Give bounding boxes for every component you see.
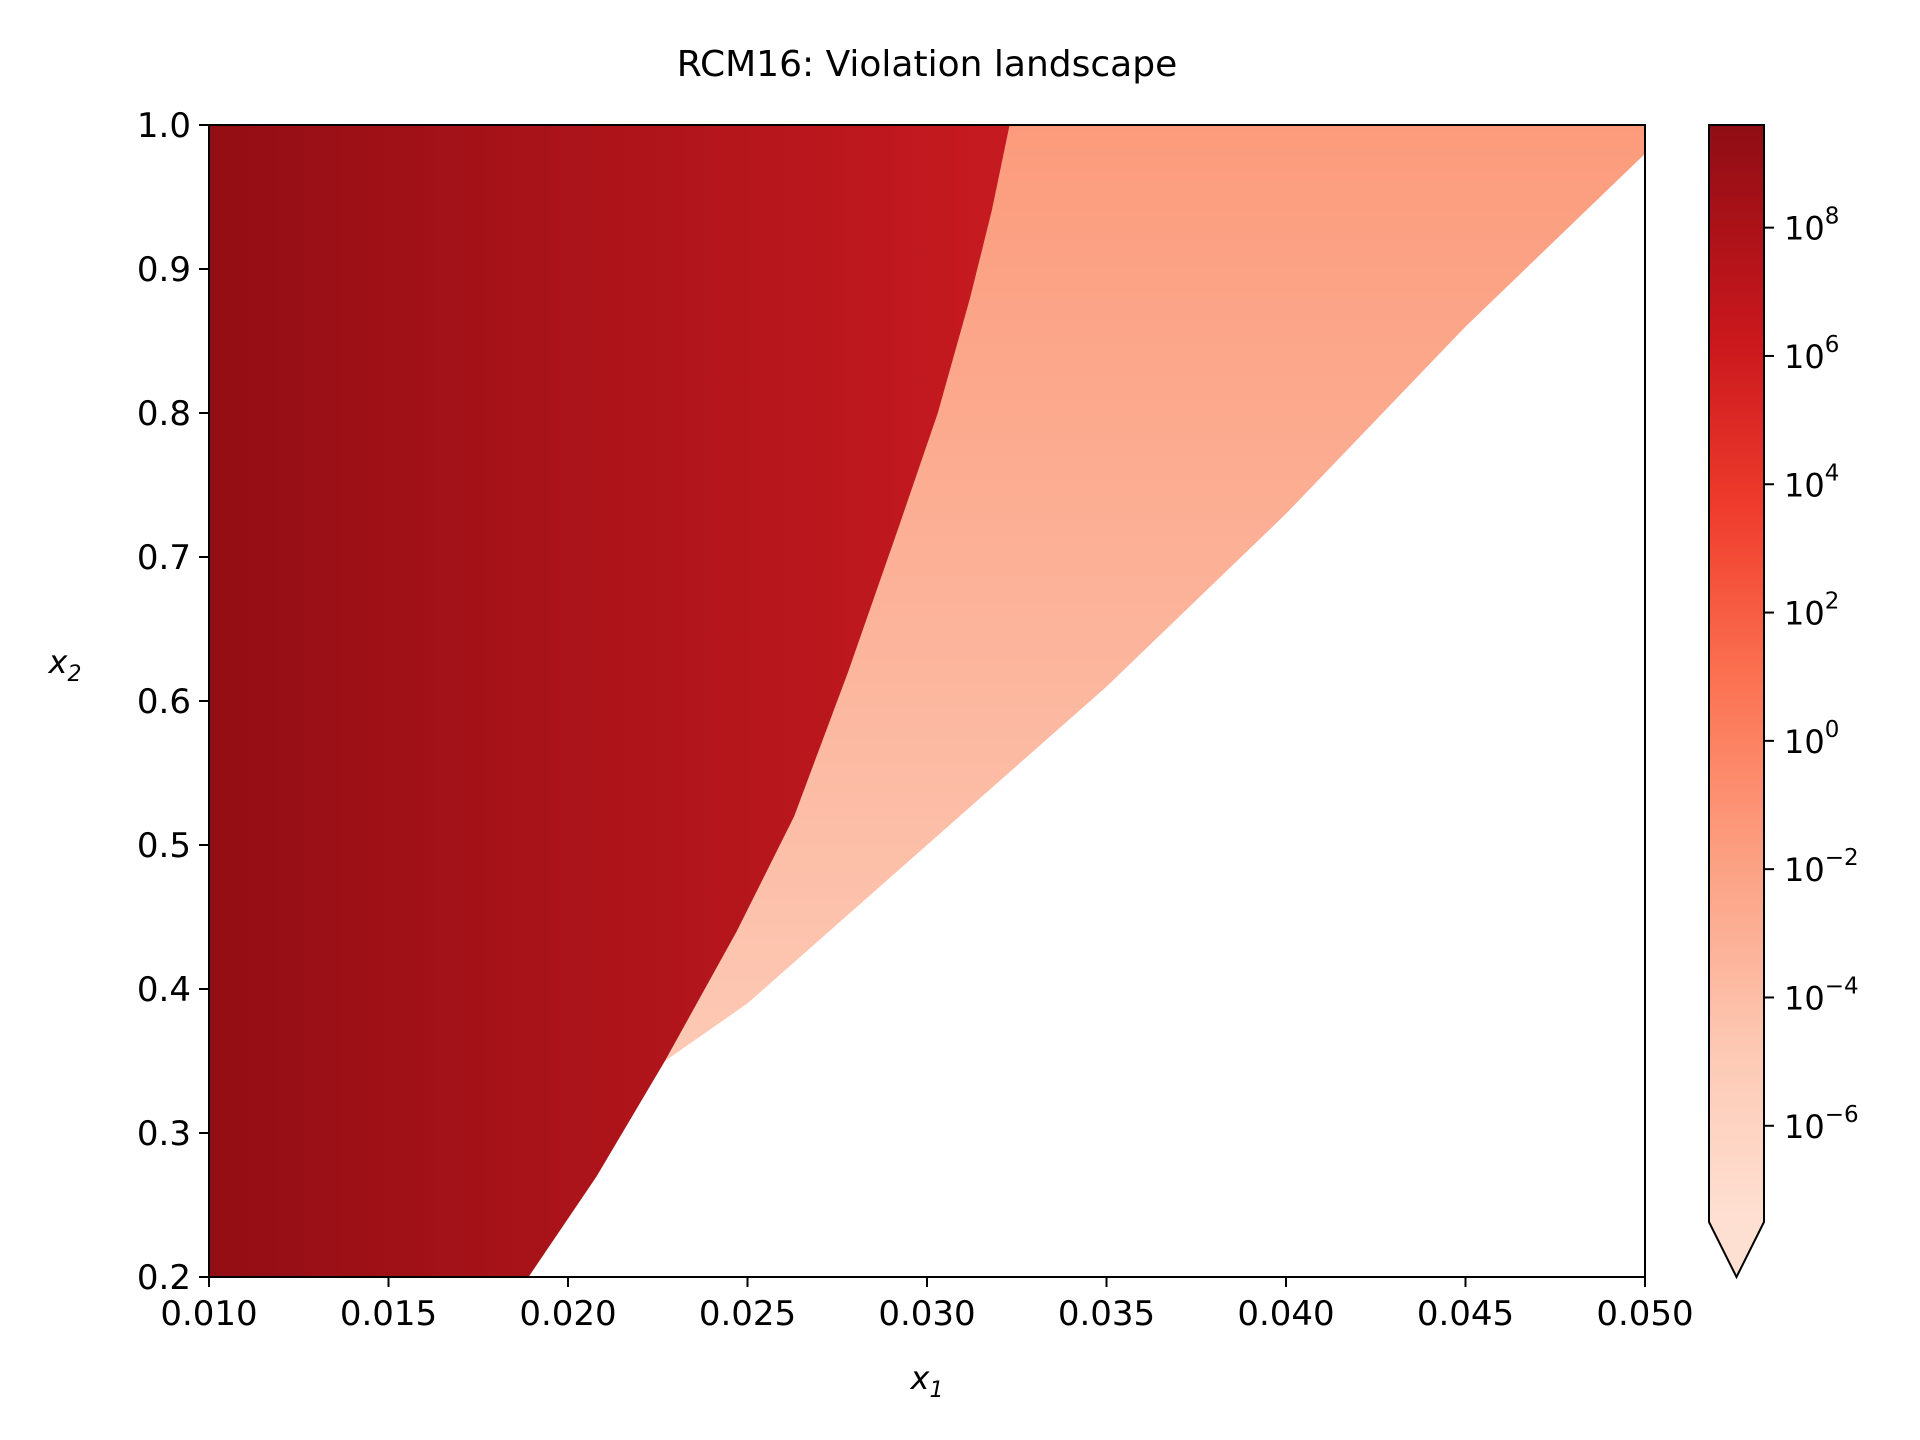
x-axis-label-main: x bbox=[910, 1359, 931, 1397]
colorbar-tick-base: 10 bbox=[1784, 210, 1825, 248]
colorbar-tick-label: 10−6 bbox=[1784, 1102, 1859, 1146]
colorbar-outline bbox=[1708, 124, 1765, 1280]
y-axis-label-main: x bbox=[48, 643, 69, 681]
x-tick-label: 0.045 bbox=[1417, 1294, 1514, 1334]
y-tick-label: 0.2 bbox=[137, 1258, 191, 1298]
y-axis-label: x2 bbox=[48, 643, 82, 687]
x-tick-label: 0.010 bbox=[160, 1294, 257, 1334]
plot-area bbox=[209, 125, 1645, 1277]
colorbar-tick-exponent: −2 bbox=[1825, 845, 1859, 871]
y-tick-label: 0.7 bbox=[137, 538, 191, 578]
y-tick-label: 0.8 bbox=[137, 394, 191, 434]
x-tick-label: 0.035 bbox=[1058, 1294, 1155, 1334]
colorbar-tick-exponent: 8 bbox=[1825, 204, 1840, 230]
colorbar-tick-exponent: 0 bbox=[1825, 717, 1840, 743]
colorbar-tick-base: 10 bbox=[1784, 851, 1825, 889]
colorbar-tick-exponent: 4 bbox=[1825, 460, 1840, 486]
x-tick-label: 0.025 bbox=[699, 1294, 796, 1334]
y-tick-label: 0.9 bbox=[137, 250, 191, 290]
x-tick-label: 0.040 bbox=[1237, 1294, 1334, 1334]
colorbar-tick-label: 100 bbox=[1784, 717, 1839, 761]
colorbar-tick-label: 106 bbox=[1784, 332, 1839, 376]
colorbar-tick-label: 10−2 bbox=[1784, 845, 1859, 889]
colorbar-tick-base: 10 bbox=[1784, 979, 1825, 1017]
colorbar-tick-base: 10 bbox=[1784, 1108, 1825, 1146]
x-tick-label: 0.015 bbox=[340, 1294, 437, 1334]
y-axis-label-sub: 2 bbox=[67, 662, 81, 687]
y-tick-label: 0.3 bbox=[137, 1114, 191, 1154]
x-tick-label: 0.050 bbox=[1596, 1294, 1693, 1334]
colorbar-tick-exponent: 6 bbox=[1825, 332, 1840, 358]
y-axis: 0.2 0.3 0.4 0.5 0.6 0.7 0.8 0.9 1.0 bbox=[137, 106, 209, 1298]
x-tick-label: 0.020 bbox=[519, 1294, 616, 1334]
chart-title: RCM16: Violation landscape bbox=[677, 44, 1177, 85]
x-axis-label: x1 bbox=[910, 1359, 944, 1403]
x-axis: 0.010 0.015 0.020 0.025 0.030 0.035 0.040 0.045… bbox=[160, 1277, 1694, 1334]
x-tick-label: 0.030 bbox=[878, 1294, 975, 1334]
colorbar-tick-label: 10−4 bbox=[1784, 973, 1859, 1017]
colorbar-extend-triangle bbox=[1709, 1222, 1764, 1277]
colorbar-tick-base: 10 bbox=[1784, 595, 1825, 633]
feasible-region bbox=[528, 153, 1645, 1277]
y-tick-label: 1.0 bbox=[137, 106, 191, 146]
y-tick-label: 0.5 bbox=[137, 826, 191, 866]
colorbar-tick-base: 10 bbox=[1784, 723, 1825, 761]
y-tick-label: 0.6 bbox=[137, 682, 191, 722]
x-axis-label-sub: 1 bbox=[929, 1378, 943, 1403]
colorbar-tick-label: 102 bbox=[1784, 589, 1839, 633]
colorbar-tick-base: 10 bbox=[1784, 338, 1825, 376]
colorbar-tick-exponent: −4 bbox=[1825, 973, 1859, 999]
colorbar-tick-exponent: −6 bbox=[1825, 1102, 1859, 1128]
colorbar-tick-label: 108 bbox=[1784, 204, 1839, 248]
colorbar-tick-base: 10 bbox=[1784, 466, 1825, 504]
colorbar-tick-label: 104 bbox=[1784, 460, 1839, 504]
high-violation-region bbox=[209, 125, 1010, 1277]
y-tick-label: 0.4 bbox=[137, 970, 191, 1010]
colorbar-tick-exponent: 2 bbox=[1825, 589, 1840, 615]
colorbar-gradient-bar bbox=[1709, 125, 1764, 1222]
